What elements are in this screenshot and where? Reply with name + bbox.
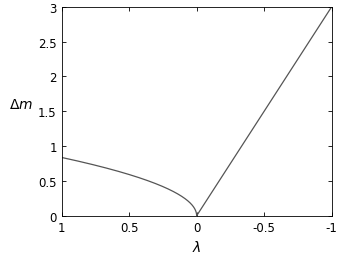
X-axis label: $\lambda$: $\lambda$ <box>192 239 201 254</box>
Y-axis label: $\Delta m$: $\Delta m$ <box>9 98 34 112</box>
